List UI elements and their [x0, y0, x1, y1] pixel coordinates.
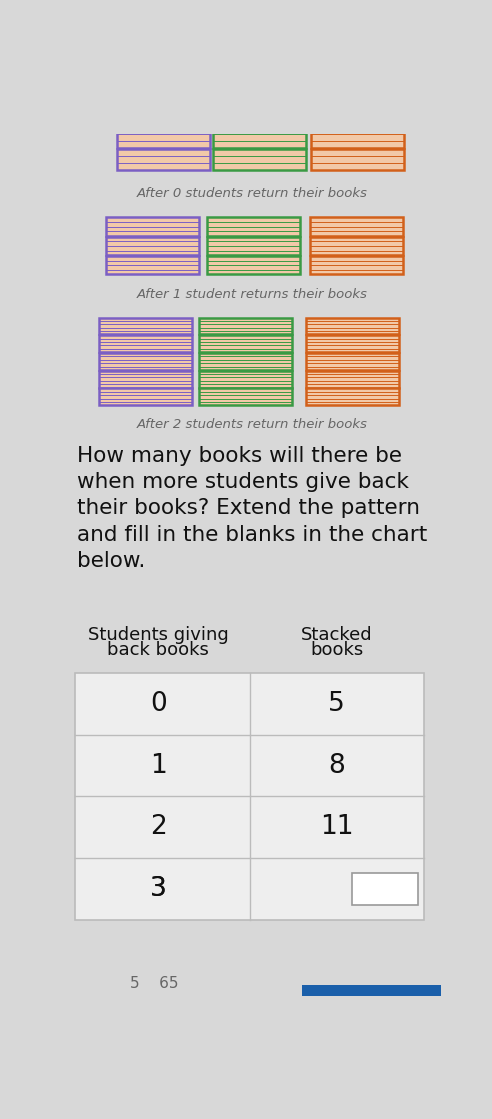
Text: How many books will there be: How many books will there be — [77, 446, 402, 467]
Bar — [117, 149, 210, 170]
Text: below.: below. — [77, 551, 145, 571]
Bar — [309, 256, 402, 274]
Bar — [307, 388, 400, 405]
Text: After 1 student returns their books: After 1 student returns their books — [137, 289, 368, 301]
Bar — [199, 336, 292, 352]
Text: and fill in the blanks in the chart: and fill in the blanks in the chart — [77, 525, 427, 545]
Bar — [106, 217, 199, 236]
Bar — [117, 126, 210, 148]
Bar — [311, 149, 404, 170]
Bar — [307, 352, 400, 370]
Text: After 0 students return their books: After 0 students return their books — [137, 187, 368, 199]
Text: 5: 5 — [328, 692, 345, 717]
Bar — [99, 388, 192, 405]
Bar — [307, 336, 400, 352]
Bar — [214, 126, 307, 148]
Bar — [199, 318, 292, 335]
Text: Students giving: Students giving — [88, 626, 229, 643]
Text: 8: 8 — [328, 753, 345, 779]
Bar — [106, 256, 199, 274]
Text: 5    65: 5 65 — [130, 976, 179, 991]
Text: 0: 0 — [150, 692, 167, 717]
Bar — [199, 370, 292, 387]
Bar — [75, 674, 424, 920]
Bar — [99, 336, 192, 352]
Text: their books? Extend the pattern: their books? Extend the pattern — [77, 498, 420, 518]
Bar — [309, 217, 402, 236]
Text: After 2 students return their books: After 2 students return their books — [137, 417, 368, 431]
Bar — [199, 352, 292, 370]
Text: 3: 3 — [150, 876, 167, 902]
Text: 1: 1 — [150, 753, 167, 779]
Bar — [309, 237, 402, 255]
Bar — [99, 318, 192, 335]
Bar — [311, 126, 404, 148]
Bar — [207, 256, 300, 274]
Text: books: books — [310, 641, 363, 659]
Bar — [352, 873, 418, 905]
Bar — [302, 985, 441, 996]
Text: Stacked: Stacked — [301, 626, 372, 643]
Bar — [99, 370, 192, 387]
Text: 11: 11 — [320, 815, 353, 840]
Bar — [99, 352, 192, 370]
Bar — [207, 237, 300, 255]
Text: 3: 3 — [150, 876, 167, 902]
Text: back books: back books — [107, 641, 209, 659]
Text: 2: 2 — [150, 815, 167, 840]
Bar — [199, 388, 292, 405]
Bar — [214, 149, 307, 170]
Bar — [106, 237, 199, 255]
Text: when more students give back: when more students give back — [77, 472, 409, 492]
Bar — [307, 370, 400, 387]
Bar — [207, 217, 300, 236]
Bar — [307, 318, 400, 335]
